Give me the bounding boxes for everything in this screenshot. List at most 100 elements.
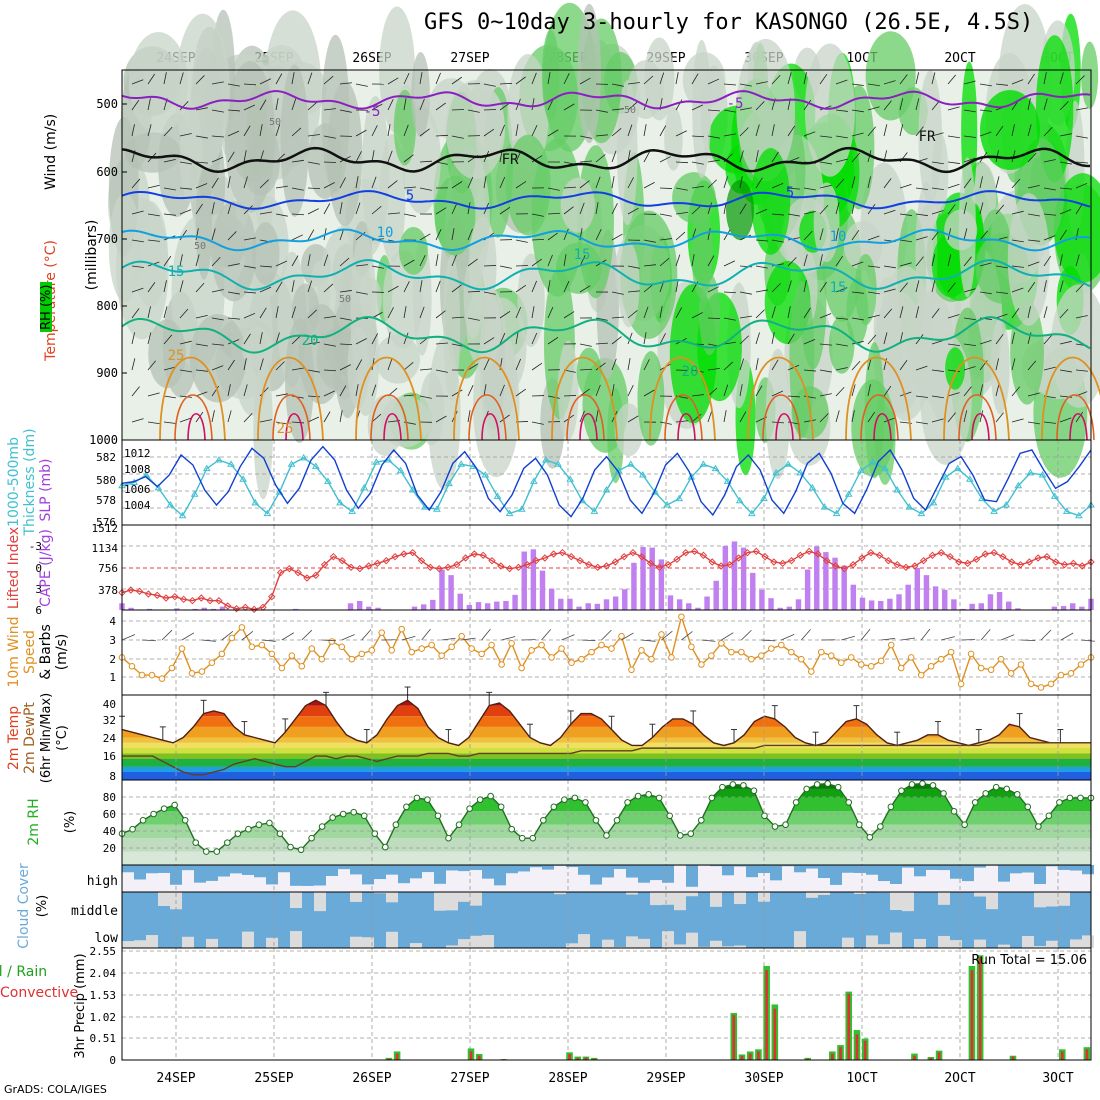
cape-bar bbox=[951, 599, 957, 610]
wind-barb bbox=[307, 341, 320, 345]
wind-barb bbox=[643, 284, 654, 293]
cape-bar bbox=[713, 580, 719, 610]
wind10-line-point bbox=[288, 652, 296, 659]
rh2m-line-point bbox=[1003, 785, 1011, 793]
wind-barb bbox=[579, 135, 592, 139]
wind-barb bbox=[755, 177, 763, 189]
wind-barb bbox=[659, 125, 667, 137]
cloud-clear-block bbox=[1070, 939, 1082, 948]
slp-tick-label: 1008 bbox=[124, 463, 151, 476]
wind-barb bbox=[291, 306, 296, 319]
wind-barb bbox=[179, 340, 192, 345]
wind10-barb bbox=[741, 629, 752, 641]
thickness-line-point bbox=[747, 509, 756, 517]
rh2m-line-point bbox=[1045, 812, 1053, 820]
cloud-high-block bbox=[1034, 865, 1046, 885]
cloud-clear-block bbox=[362, 937, 374, 948]
wind-barb bbox=[563, 280, 570, 293]
temp-band bbox=[122, 737, 1091, 743]
thickness-line-point bbox=[154, 483, 163, 491]
thickness-line-point bbox=[542, 456, 550, 463]
rh2m-line-point bbox=[1077, 794, 1084, 802]
thickness-line bbox=[121, 457, 1092, 517]
wind-barb bbox=[947, 161, 960, 164]
wind10-barb bbox=[421, 628, 431, 641]
wind-barb bbox=[531, 332, 538, 345]
wind-barb bbox=[851, 202, 855, 215]
wind-barb bbox=[659, 187, 673, 189]
cloud-clear-block bbox=[446, 945, 458, 948]
thickness-line-point bbox=[905, 503, 914, 510]
thickness-line-point bbox=[275, 488, 284, 495]
wind10-barb bbox=[661, 630, 673, 641]
wind10-line-point bbox=[718, 639, 725, 647]
wind-barb bbox=[339, 290, 352, 293]
wind-barb bbox=[659, 257, 670, 267]
wind-barb bbox=[579, 180, 590, 189]
lifted-index-line-point bbox=[902, 563, 910, 572]
wind10-line-point bbox=[768, 645, 775, 652]
wind-barb bbox=[131, 287, 144, 293]
wind-barb bbox=[1043, 98, 1048, 111]
wind-barb bbox=[803, 99, 812, 111]
wind-barb bbox=[259, 265, 272, 268]
thickness-line-point bbox=[881, 464, 889, 472]
lifted-index-line-point bbox=[858, 554, 866, 562]
wind10-line-point bbox=[1047, 680, 1055, 688]
lifted-index-line-point bbox=[840, 564, 849, 573]
wind-barb bbox=[1011, 210, 1024, 215]
rh2m-line-point bbox=[371, 830, 379, 837]
lifted-index-line-point bbox=[823, 556, 831, 565]
wind-barb bbox=[803, 230, 813, 241]
wind-barb bbox=[323, 390, 336, 397]
wind-barb bbox=[371, 176, 377, 189]
temp-contour-25 bbox=[453, 356, 520, 441]
wind10-barb bbox=[321, 639, 336, 642]
wind-barb bbox=[819, 73, 828, 85]
rh2m-line-point bbox=[287, 843, 294, 851]
cloud-clear-block bbox=[1046, 892, 1058, 907]
precip-conv-bar bbox=[748, 1053, 752, 1060]
rh2m-line-point bbox=[308, 834, 315, 842]
wind-barb bbox=[371, 333, 378, 345]
rh2m-tick-label: 20 bbox=[103, 842, 116, 855]
bottom-date-label: 2OCT bbox=[944, 1071, 975, 1086]
cloud-high-block bbox=[290, 865, 302, 886]
thickness-line-point bbox=[1002, 501, 1011, 508]
lifted-label: Lifted Index bbox=[6, 527, 22, 609]
wind-barb bbox=[307, 134, 320, 137]
precip-total-label: Total / Rain bbox=[0, 964, 47, 980]
lifted-index-line-point bbox=[232, 604, 241, 613]
wind10-line-point bbox=[887, 641, 895, 649]
cape-bar bbox=[731, 541, 738, 610]
precip-conv-bar bbox=[765, 970, 768, 1060]
wind-barb bbox=[579, 202, 585, 215]
wind-barb bbox=[979, 230, 989, 241]
wind-barb bbox=[227, 291, 240, 295]
wind-barb bbox=[579, 285, 591, 293]
wind-barb bbox=[547, 337, 559, 345]
cloud-clear-block bbox=[662, 892, 674, 905]
wind-barb bbox=[1043, 127, 1053, 137]
wind-barb bbox=[979, 410, 984, 423]
wind-barb bbox=[931, 187, 944, 191]
contour-label: FR bbox=[502, 152, 519, 168]
rh-shading bbox=[751, 148, 791, 255]
cape-bar bbox=[201, 607, 207, 610]
wind-barb bbox=[579, 410, 585, 423]
cloud-clear-block bbox=[986, 892, 998, 910]
wind-barb bbox=[1059, 229, 1067, 241]
cape-bar bbox=[558, 598, 564, 610]
wind-barb bbox=[211, 289, 224, 293]
cape-bar bbox=[146, 608, 153, 610]
cape-bar bbox=[219, 606, 226, 610]
cloud-high-block bbox=[926, 865, 938, 870]
wind-barb bbox=[323, 283, 334, 293]
cloud-clear-block bbox=[290, 931, 302, 948]
wind-barb bbox=[227, 339, 240, 345]
lifted-index-line-point bbox=[734, 554, 743, 562]
thickness-line-point bbox=[626, 460, 635, 467]
wind-barb bbox=[963, 366, 976, 371]
wind-barb bbox=[131, 210, 144, 215]
wind-barb bbox=[931, 369, 944, 372]
